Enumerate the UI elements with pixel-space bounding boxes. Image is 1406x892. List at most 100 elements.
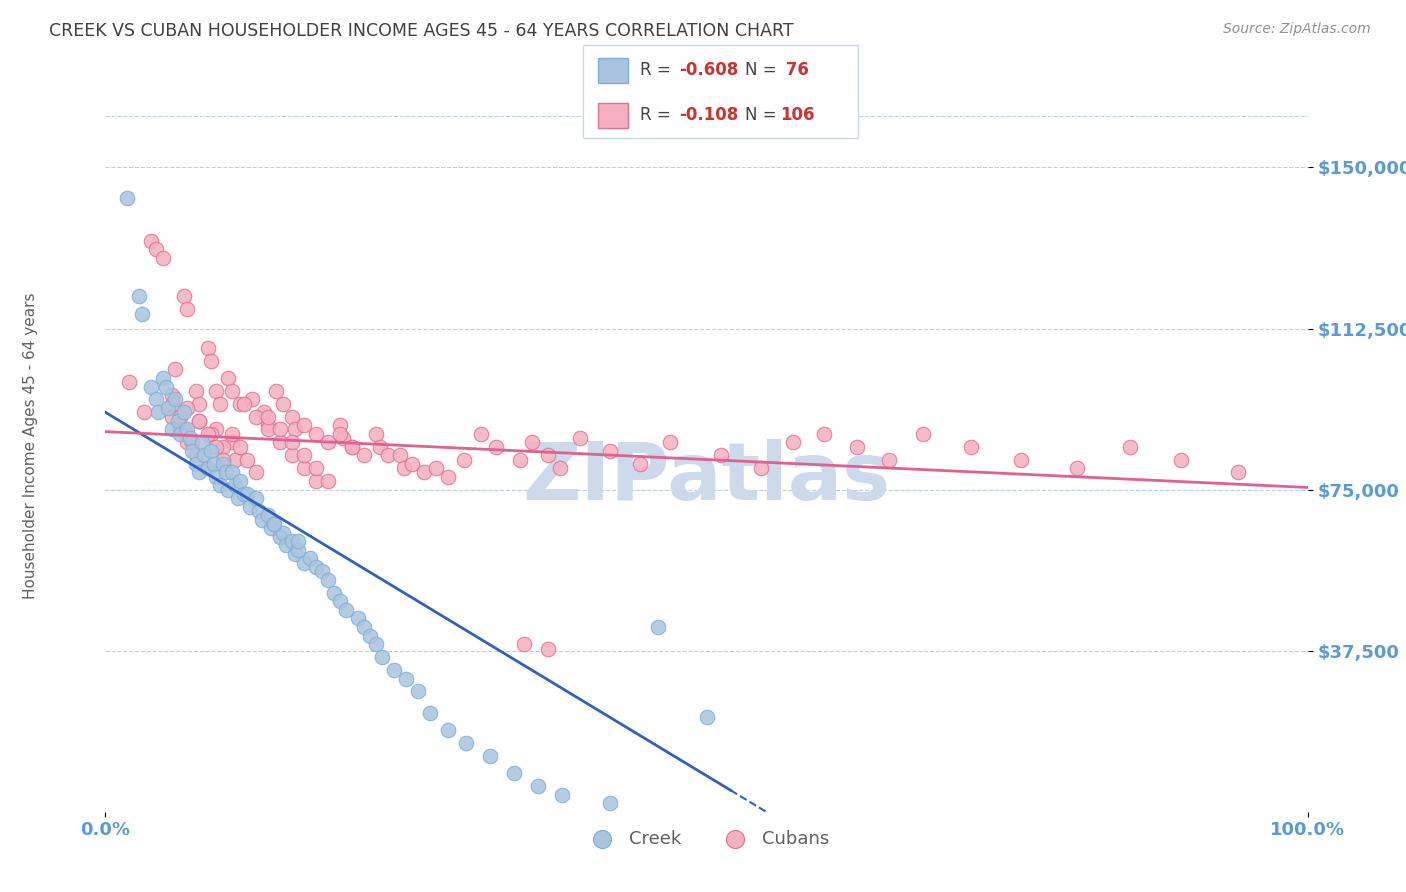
Point bbox=[425, 461, 447, 475]
Text: ZIPatlas: ZIPatlas bbox=[523, 439, 890, 516]
Point bbox=[169, 422, 191, 436]
Point bbox=[232, 487, 254, 501]
Point bbox=[263, 516, 285, 531]
Point bbox=[260, 521, 283, 535]
Point bbox=[256, 508, 278, 523]
Point bbox=[205, 469, 228, 483]
Point bbox=[217, 371, 239, 385]
Point bbox=[229, 397, 252, 411]
Point bbox=[236, 487, 259, 501]
Point bbox=[281, 409, 304, 424]
Point bbox=[221, 426, 243, 441]
Point bbox=[200, 426, 222, 441]
Point bbox=[353, 448, 375, 462]
Point bbox=[184, 384, 207, 398]
Point bbox=[353, 620, 375, 634]
Point bbox=[132, 405, 155, 419]
Point bbox=[179, 431, 201, 445]
Point bbox=[599, 796, 621, 810]
Point bbox=[960, 440, 983, 454]
Point bbox=[148, 405, 170, 419]
Point bbox=[340, 440, 363, 454]
Point bbox=[274, 538, 297, 552]
Point bbox=[247, 504, 270, 518]
Point bbox=[454, 736, 477, 750]
Point bbox=[212, 457, 235, 471]
Point bbox=[176, 435, 198, 450]
Point bbox=[329, 594, 352, 608]
Point bbox=[292, 556, 315, 570]
Point bbox=[131, 306, 153, 320]
Point bbox=[284, 547, 307, 561]
Point bbox=[212, 440, 235, 454]
Point bbox=[256, 409, 278, 424]
Point bbox=[548, 461, 571, 475]
Point bbox=[305, 560, 328, 574]
Point bbox=[437, 723, 460, 738]
Point bbox=[1011, 452, 1033, 467]
Point bbox=[269, 435, 291, 450]
Point bbox=[364, 637, 387, 651]
Point bbox=[205, 422, 228, 436]
Point bbox=[813, 426, 835, 441]
Point bbox=[527, 779, 550, 793]
Point bbox=[118, 376, 141, 390]
Point bbox=[1066, 461, 1088, 475]
Point bbox=[181, 444, 204, 458]
Text: R =: R = bbox=[640, 62, 676, 79]
Point bbox=[205, 384, 228, 398]
Point bbox=[406, 684, 429, 698]
Text: -0.108: -0.108 bbox=[679, 106, 738, 124]
Point bbox=[628, 457, 651, 471]
Point bbox=[287, 534, 309, 549]
Point bbox=[165, 392, 187, 407]
Point bbox=[273, 397, 295, 411]
Point bbox=[599, 444, 621, 458]
Point bbox=[217, 483, 239, 497]
Point bbox=[401, 457, 423, 471]
Point bbox=[160, 388, 183, 402]
Point bbox=[263, 516, 285, 531]
Point bbox=[156, 401, 179, 415]
Point bbox=[509, 452, 531, 467]
Point bbox=[269, 530, 291, 544]
Point bbox=[1226, 466, 1249, 480]
Point bbox=[284, 422, 307, 436]
Point bbox=[214, 466, 236, 480]
Point bbox=[305, 474, 328, 488]
Legend: Creek, Cubans: Creek, Cubans bbox=[576, 822, 837, 855]
Point bbox=[316, 573, 339, 587]
Point bbox=[382, 663, 405, 677]
Point bbox=[139, 379, 162, 393]
Point bbox=[485, 440, 508, 454]
Point bbox=[392, 461, 415, 475]
Text: Householder Income Ages 45 - 64 years: Householder Income Ages 45 - 64 years bbox=[24, 293, 38, 599]
Point bbox=[224, 478, 246, 492]
Point bbox=[453, 452, 475, 467]
Text: -0.608: -0.608 bbox=[679, 62, 738, 79]
Point bbox=[245, 491, 267, 506]
Point bbox=[145, 392, 167, 407]
Text: R =: R = bbox=[640, 106, 676, 124]
Point bbox=[316, 474, 339, 488]
Point bbox=[128, 289, 150, 303]
Point bbox=[340, 440, 363, 454]
Point bbox=[166, 414, 188, 428]
Point bbox=[115, 190, 138, 204]
Text: N =: N = bbox=[745, 106, 782, 124]
Point bbox=[165, 362, 187, 376]
Point bbox=[388, 448, 411, 462]
Point bbox=[911, 426, 934, 441]
Point bbox=[256, 422, 278, 436]
Point bbox=[305, 461, 328, 475]
Point bbox=[292, 418, 315, 433]
Point bbox=[155, 379, 177, 393]
Point bbox=[188, 414, 211, 428]
Point bbox=[200, 444, 222, 458]
Point bbox=[200, 353, 222, 368]
Point bbox=[311, 564, 333, 578]
Point bbox=[537, 641, 560, 656]
Point bbox=[190, 435, 212, 450]
Point bbox=[173, 289, 195, 303]
Point bbox=[371, 650, 394, 665]
